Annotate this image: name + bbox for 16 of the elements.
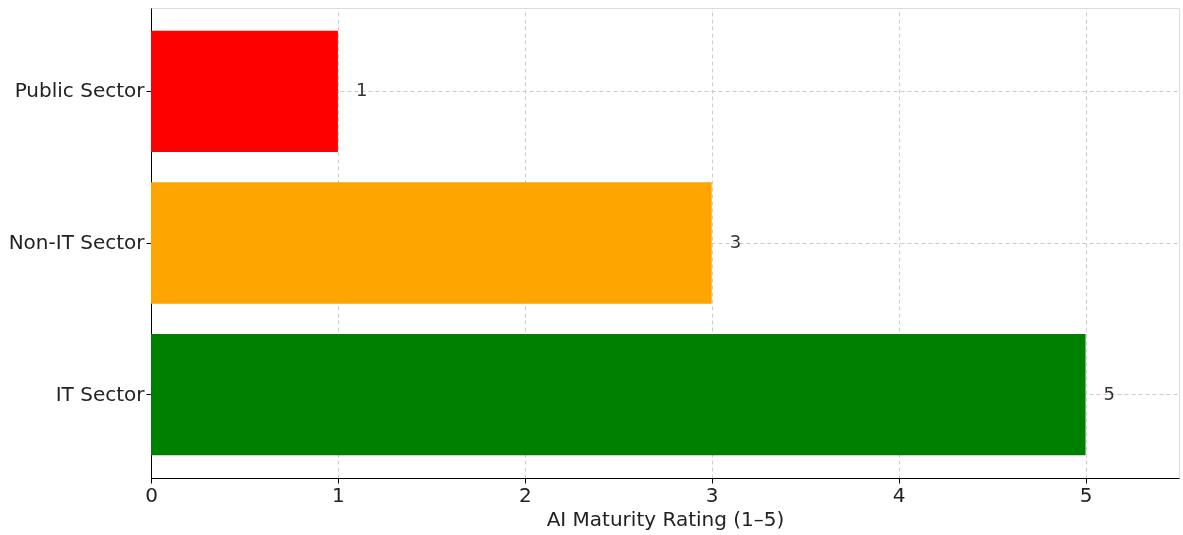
x-tick-label: 4	[892, 482, 906, 507]
bar	[151, 182, 712, 304]
x-tick-label: 5	[1079, 482, 1093, 507]
x-tick-label: 1	[332, 482, 345, 507]
data-label: 5	[1103, 382, 1115, 404]
data-label: 1	[355, 79, 368, 101]
x-tick-label: 0	[145, 482, 158, 507]
x-tick-label: 3	[705, 482, 719, 507]
x-tick-label: 2	[518, 482, 532, 507]
y-tick-label: IT Sector	[55, 381, 146, 406]
y-tick-label: Non-IT Sector	[8, 230, 146, 254]
bar	[151, 333, 1086, 456]
y-tick-label: Public Sector	[14, 78, 146, 103]
x-axis-title: AI Maturity Rating (1–5)	[546, 506, 785, 531]
bar	[151, 30, 338, 153]
data-label: 3	[729, 231, 742, 252]
